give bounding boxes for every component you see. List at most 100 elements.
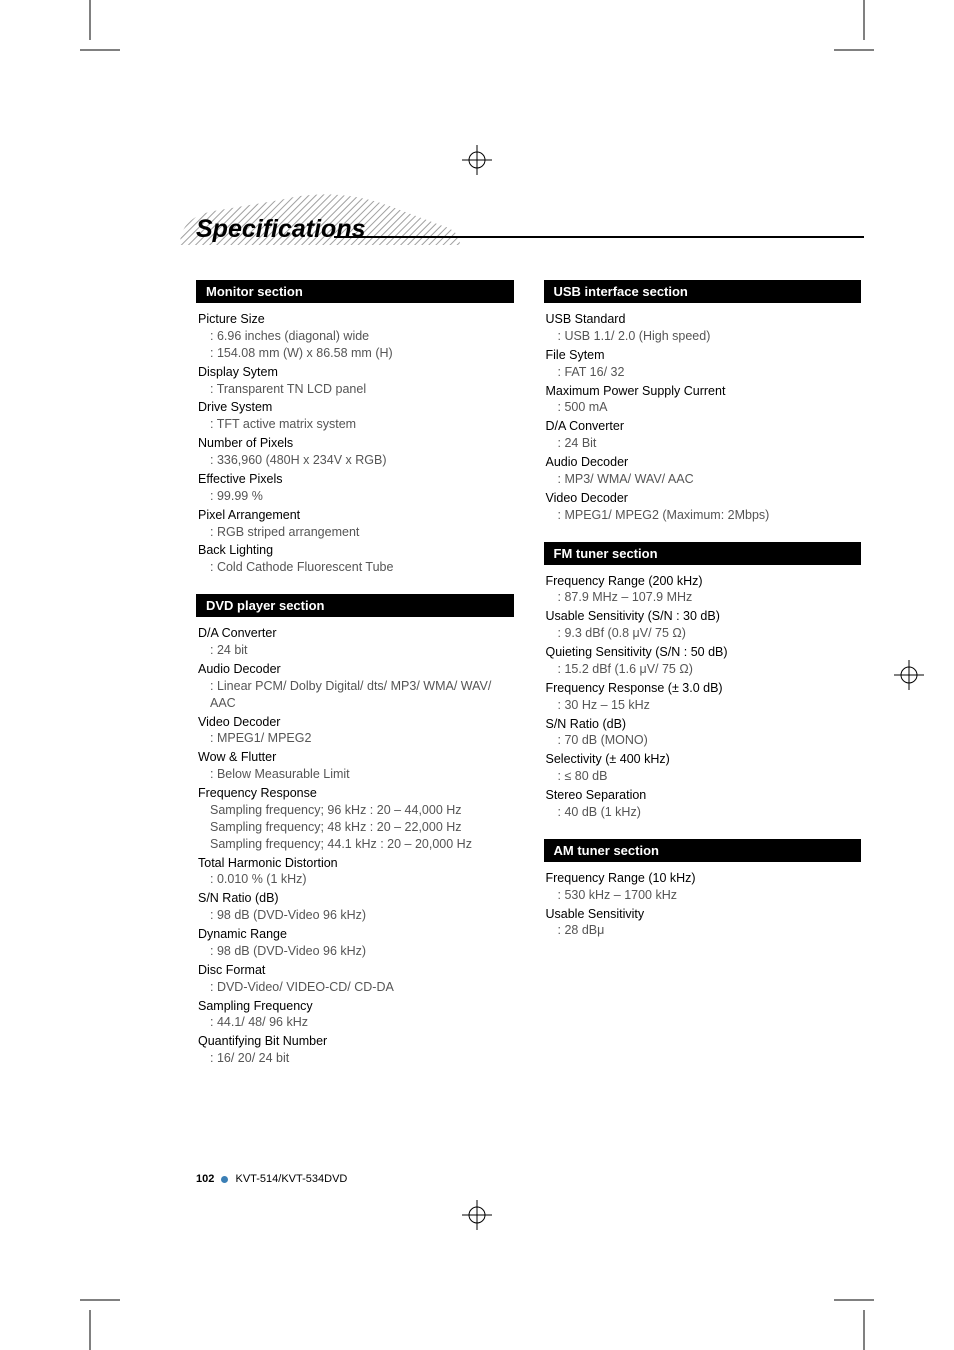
spec-item: Frequency Range (200 kHz): 87.9 MHz – 10… [544,573,862,607]
spec-label: Effective Pixels [196,471,514,488]
spec-value: : 500 mA [544,399,862,416]
spec-item: Video Decoder: MPEG1/ MPEG2 (Maximum: 2M… [544,490,862,524]
spec-label: Video Decoder [196,714,514,731]
spec-value: : 530 kHz – 1700 kHz [544,887,862,904]
spec-item: Audio Decoder: Linear PCM/ Dolby Digital… [196,661,514,712]
spec-item: S/N Ratio (dB): 98 dB (DVD-Video 96 kHz) [196,890,514,924]
spec-section: USB interface section USB Standard: USB 1… [544,280,862,524]
spec-item: S/N Ratio (dB): 70 dB (MONO) [544,716,862,750]
spec-value: : 9.3 dBf (0.8 μV/ 75 Ω) [544,625,862,642]
spec-item: Frequency Response (± 3.0 dB): 30 Hz – 1… [544,680,862,714]
registration-mark-icon [462,1200,492,1230]
content-area: Monitor section Picture Size: 6.96 inches… [196,280,861,1085]
page-title: Specifications [196,215,366,244]
spec-item: Audio Decoder: MP3/ WMA/ WAV/ AAC [544,454,862,488]
spec-value: Sampling frequency; 44.1 kHz : 20 – 20,0… [196,836,514,853]
crop-mark-icon [60,1290,120,1350]
spec-label: Back Lighting [196,542,514,559]
spec-label: Frequency Response (± 3.0 dB) [544,680,862,697]
spec-value: : 44.1/ 48/ 96 kHz [196,1014,514,1031]
spec-item: Sampling Frequency: 44.1/ 48/ 96 kHz [196,998,514,1032]
title-rule-line [334,236,864,238]
spec-label: Video Decoder [544,490,862,507]
spec-value: : 0.010 % (1 kHz) [196,871,514,888]
section-header: DVD player section [196,594,514,617]
spec-section: FM tuner section Frequency Range (200 kHz… [544,542,862,821]
spec-label: Audio Decoder [196,661,514,678]
spec-item: Usable Sensitivity: 28 dBμ [544,906,862,940]
spec-label: Sampling Frequency [196,998,514,1015]
spec-value: : MPEG1/ MPEG2 [196,730,514,747]
column-right: USB interface section USB Standard: USB 1… [544,280,862,1085]
crop-mark-icon [834,0,894,60]
spec-label: Audio Decoder [544,454,862,471]
registration-mark-icon [462,145,492,175]
spec-value: : 30 Hz – 15 kHz [544,697,862,714]
spec-value: : 87.9 MHz – 107.9 MHz [544,589,862,606]
spec-item: Pixel Arrangement: RGB striped arrangeme… [196,507,514,541]
section-header: AM tuner section [544,839,862,862]
spec-value: : 15.2 dBf (1.6 μV/ 75 Ω) [544,661,862,678]
spec-value: : Cold Cathode Fluorescent Tube [196,559,514,576]
spec-value: : Below Measurable Limit [196,766,514,783]
spec-label: Display Sytem [196,364,514,381]
spec-item: D/A Converter: 24 bit [196,625,514,659]
spec-value: : Linear PCM/ Dolby Digital/ dts/ MP3/ W… [196,678,514,712]
spec-section: AM tuner section Frequency Range (10 kHz)… [544,839,862,940]
spec-item: USB Standard: USB 1.1/ 2.0 (High speed) [544,311,862,345]
spec-item: Back Lighting: Cold Cathode Fluorescent … [196,542,514,576]
spec-item: Stereo Separation: 40 dB (1 kHz) [544,787,862,821]
spec-value: : MPEG1/ MPEG2 (Maximum: 2Mbps) [544,507,862,524]
spec-value: : 6.96 inches (diagonal) wide [196,328,514,345]
spec-item: File Sytem: FAT 16/ 32 [544,347,862,381]
spec-item: Wow & Flutter: Below Measurable Limit [196,749,514,783]
spec-value: : 24 bit [196,642,514,659]
spec-value: : Transparent TN LCD panel [196,381,514,398]
spec-item: Number of Pixels: 336,960 (480H x 234V x… [196,435,514,469]
spec-value: : 99.99 % [196,488,514,505]
spec-item: Quieting Sensitivity (S/N : 50 dB): 15.2… [544,644,862,678]
spec-label: D/A Converter [544,418,862,435]
spec-label: Quieting Sensitivity (S/N : 50 dB) [544,644,862,661]
spec-label: Wow & Flutter [196,749,514,766]
spec-label: Drive System [196,399,514,416]
spec-item: Disc Format: DVD-Video/ VIDEO-CD/ CD-DA [196,962,514,996]
section-header: FM tuner section [544,542,862,565]
spec-value: : MP3/ WMA/ WAV/ AAC [544,471,862,488]
spec-item: Effective Pixels: 99.99 % [196,471,514,505]
section-header: USB interface section [544,280,862,303]
spec-label: S/N Ratio (dB) [196,890,514,907]
spec-label: Dynamic Range [196,926,514,943]
spec-label: Disc Format [196,962,514,979]
spec-label: S/N Ratio (dB) [544,716,862,733]
spec-label: File Sytem [544,347,862,364]
spec-item: D/A Converter: 24 Bit [544,418,862,452]
spec-value: : DVD-Video/ VIDEO-CD/ CD-DA [196,979,514,996]
spec-item: Display Sytem: Transparent TN LCD panel [196,364,514,398]
spec-value: : 24 Bit [544,435,862,452]
spec-label: Total Harmonic Distortion [196,855,514,872]
spec-value: : 154.08 mm (W) x 86.58 mm (H) [196,345,514,362]
spec-value: : 98 dB (DVD-Video 96 kHz) [196,907,514,924]
spec-item: Total Harmonic Distortion: 0.010 % (1 kH… [196,855,514,889]
spec-item: Usable Sensitivity (S/N : 30 dB): 9.3 dB… [544,608,862,642]
crop-mark-icon [834,1290,894,1350]
registration-mark-icon [894,660,924,690]
spec-value: : 40 dB (1 kHz) [544,804,862,821]
spec-item: Frequency Range (10 kHz): 530 kHz – 1700… [544,870,862,904]
spec-label: Frequency Range (200 kHz) [544,573,862,590]
spec-item: Frequency ResponseSampling frequency; 96… [196,785,514,853]
spec-value: : 16/ 20/ 24 bit [196,1050,514,1067]
spec-item: Video Decoder: MPEG1/ MPEG2 [196,714,514,748]
footer-model: KVT-514/KVT-534DVD [235,1173,347,1185]
spec-item: Drive System: TFT active matrix system [196,399,514,433]
spec-label: Usable Sensitivity (S/N : 30 dB) [544,608,862,625]
column-left: Monitor section Picture Size: 6.96 inches… [196,280,514,1085]
spec-value: : 98 dB (DVD-Video 96 kHz) [196,943,514,960]
spec-value: : 70 dB (MONO) [544,732,862,749]
spec-label: D/A Converter [196,625,514,642]
section-header: Monitor section [196,280,514,303]
footer-bullet-icon [221,1176,228,1183]
spec-label: Picture Size [196,311,514,328]
spec-value: Sampling frequency; 96 kHz : 20 – 44,000… [196,802,514,819]
